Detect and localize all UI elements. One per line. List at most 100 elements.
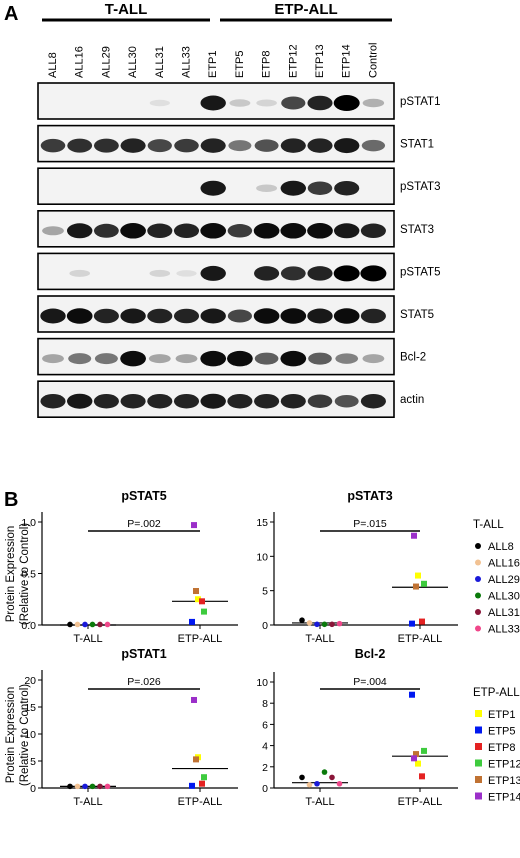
y-tick-label: 0.5: [21, 569, 36, 581]
blot-band: [67, 223, 93, 239]
blot-band: [334, 394, 359, 408]
blot-band: [228, 140, 252, 152]
plot-pstat3: pSTAT3 0 5 10 15 T-ALL ETP-ALL P=.015: [256, 489, 458, 645]
data-point-etp: [201, 774, 207, 781]
data-point-tall: [97, 783, 103, 790]
legend-label: ETP14: [488, 792, 520, 804]
data-point-tall: [306, 782, 313, 788]
blot-band: [307, 308, 333, 324]
blot-band: [280, 266, 306, 281]
p-value: P=.004: [353, 676, 387, 688]
data-point-tall: [306, 620, 313, 626]
data-point-etp: [411, 755, 417, 762]
legend-label: ALL29: [488, 574, 520, 586]
ylabel-line1-bottom: Protein Expression: [5, 687, 17, 784]
blot-band: [227, 393, 253, 409]
p-value: P=.026: [127, 676, 161, 688]
blot-protein-label: pSTAT3: [400, 181, 440, 193]
blot-band: [147, 223, 173, 239]
plot-title: pSTAT1: [121, 647, 166, 661]
lane-label: ETP8: [261, 50, 273, 78]
data-point-etp: [191, 522, 197, 529]
blot-band: [333, 95, 360, 111]
legend-label: ALL33: [488, 624, 520, 636]
data-point-etp: [415, 572, 421, 579]
blot-band: [360, 393, 386, 409]
blot-band: [148, 354, 171, 364]
y-tick-label: 0: [262, 783, 268, 795]
blot-band: [149, 99, 170, 107]
plot-pstat1: pSTAT1 0 5 10 15 20 T-ALL ETP-ALL P=.026: [24, 647, 238, 808]
blot-band: [147, 308, 173, 324]
lane-label: ALL29: [100, 46, 112, 78]
blot-band: [362, 354, 385, 364]
y-axis-label-bottom: Protein Expression (Relative to Control): [5, 684, 31, 786]
legend-title: ETP-ALL: [473, 687, 520, 699]
data-point-etp: [413, 583, 419, 590]
blot-band: [256, 99, 277, 107]
blot-band: [256, 184, 278, 192]
panel-b-letter: B: [4, 489, 18, 511]
blot-band: [360, 265, 387, 282]
x-category-label: ETP-ALL: [178, 796, 223, 808]
y-tick-label: 15: [24, 702, 36, 714]
western-blots: pSTAT1 STAT1 pSTAT3 STAT3 pSTAT5 STAT5 Bcl-2 ac…: [37, 82, 440, 419]
legend-marker: [475, 743, 482, 750]
blot-protein-label: STAT3: [400, 224, 434, 236]
data-point-etp: [193, 588, 199, 595]
blot-band: [40, 308, 66, 324]
data-point-tall: [336, 620, 343, 627]
group-header-tall: T-ALL: [42, 1, 210, 22]
p-value: P=.002: [127, 518, 161, 530]
blot-band: [94, 223, 119, 238]
blot-stat3: STAT3: [37, 210, 434, 248]
data-point-tall: [89, 783, 96, 790]
legend-marker: [475, 543, 481, 549]
blot-band: [307, 223, 333, 239]
data-point-tall: [74, 621, 81, 628]
blot-band: [42, 226, 64, 236]
blot-band: [307, 181, 333, 195]
legend-label: ALL30: [488, 591, 520, 603]
plot-pstat5: pSTAT5 0.0 0.5 1.0 T-ALL ETP-ALL P=.002: [21, 489, 238, 645]
blot-band: [147, 393, 173, 409]
y-tick-label: 8: [262, 698, 268, 710]
lane-label: ALL8: [47, 52, 59, 78]
data-point-tall: [89, 621, 96, 628]
blot-band: [173, 223, 200, 239]
group-label-etp: ETP-ALL: [274, 1, 337, 18]
blot-band: [94, 353, 118, 365]
x-category-label: T-ALL: [305, 796, 334, 808]
blot-pstat3: pSTAT3: [37, 167, 440, 205]
plot-title: Bcl-2: [355, 647, 386, 661]
y-tick-label: 1.0: [21, 517, 36, 529]
legend-marker: [475, 576, 481, 582]
blot-band: [280, 308, 307, 324]
blot-band: [69, 269, 90, 277]
data-point-tall: [299, 617, 305, 623]
data-point-etp: [201, 608, 207, 615]
data-point-etp: [421, 747, 427, 754]
plot-bcl-2: Bcl-2 0 2 4 6 8 10 T-ALL ETP-ALL P=.004: [256, 647, 458, 808]
blot-band: [120, 138, 146, 153]
data-point-tall: [314, 780, 320, 787]
data-point-etp: [409, 691, 415, 698]
blot-protein-label: STAT1: [400, 139, 434, 151]
lane-label: ALL30: [127, 46, 139, 78]
p-value: P=.015: [353, 518, 387, 530]
blot-protein-label: actin: [400, 394, 424, 406]
data-point-etp: [419, 618, 425, 625]
blot-band: [200, 308, 226, 324]
blot-band: [147, 139, 172, 153]
blot-band: [333, 265, 360, 282]
ylabel-line1-top: Protein Expression: [5, 526, 17, 623]
blot-pstat5: pSTAT5: [37, 252, 440, 291]
x-category-label: ETP-ALL: [398, 633, 443, 645]
blot-band: [173, 393, 200, 409]
plot-title: pSTAT3: [347, 489, 392, 503]
y-tick-label: 6: [262, 719, 268, 731]
blot-band: [120, 350, 146, 367]
blot-band: [308, 352, 332, 365]
data-point-etp: [199, 598, 205, 605]
